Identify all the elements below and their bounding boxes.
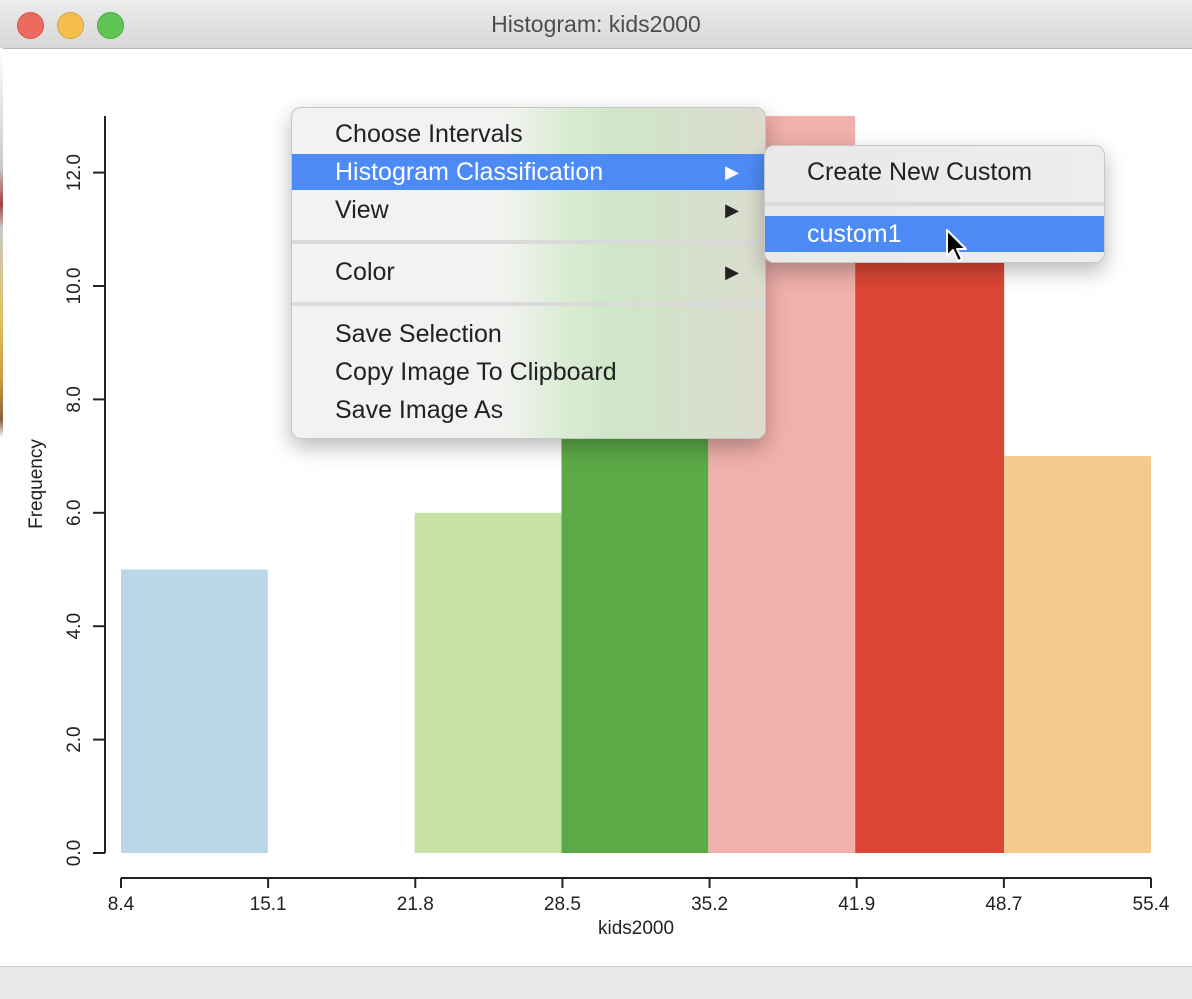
histogram-bar[interactable] — [121, 569, 268, 854]
menu-item-save-image-as[interactable]: Save Image As — [335, 396, 504, 424]
x-tick-label: 41.9 — [838, 894, 875, 915]
y-tick-label: 4.0 — [64, 613, 85, 639]
window-title: Histogram: kids2000 — [491, 11, 701, 37]
histogram-bar[interactable] — [1004, 456, 1151, 853]
x-tick-label: 21.8 — [397, 894, 434, 915]
y-tick-label: 6.0 — [64, 500, 85, 526]
x-tick-label: 35.2 — [691, 894, 728, 915]
menu-separator — [292, 240, 765, 244]
histogram-bar[interactable] — [414, 512, 562, 853]
y-tick-label: 0.0 — [64, 840, 85, 866]
title-bar: Histogram: kids2000 — [0, 0, 1192, 49]
menu-item-histogram-classification[interactable]: Histogram Classification ▶ — [292, 154, 765, 190]
background-window-edge — [0, 48, 3, 648]
y-axis-title: Frequency — [26, 439, 47, 529]
menu-item-view[interactable]: View ▶ — [292, 192, 765, 228]
maximize-window-button[interactable] — [97, 12, 124, 39]
submenu-item-custom1[interactable]: custom1 — [765, 216, 1104, 252]
x-tick-label: 15.1 — [250, 894, 287, 915]
submenu-arrow-icon: ▶ — [725, 162, 739, 182]
menu-item-choose-intervals[interactable]: Choose Intervals — [335, 120, 523, 148]
close-window-button[interactable] — [17, 12, 44, 39]
x-tick-label: 55.4 — [1133, 894, 1170, 915]
histogram-classification-submenu: Create New Custom custom1 — [764, 145, 1105, 263]
menu-item-save-selection[interactable]: Save Selection — [335, 320, 502, 348]
x-tick-label: 48.7 — [985, 894, 1022, 915]
minimize-window-button[interactable] — [57, 12, 84, 39]
x-axis-title: kids2000 — [598, 918, 674, 939]
context-menu: Choose Intervals Histogram Classificatio… — [291, 107, 766, 439]
submenu-arrow-icon: ▶ — [725, 200, 739, 220]
menu-separator — [292, 302, 765, 306]
y-tick-label: 10.0 — [64, 268, 85, 305]
menu-item-color[interactable]: Color ▶ — [292, 254, 765, 290]
histogram-bar[interactable] — [561, 399, 709, 853]
submenu-arrow-icon: ▶ — [725, 262, 739, 282]
submenu-separator — [765, 202, 1104, 206]
x-tick-label: 28.5 — [544, 894, 581, 915]
menu-item-copy-image-to-clipboard[interactable]: Copy Image To Clipboard — [335, 358, 617, 386]
status-bar — [0, 966, 1192, 999]
histogram-bar[interactable] — [855, 229, 1005, 854]
x-tick-label: 8.4 — [108, 894, 135, 915]
y-tick-label: 12.0 — [64, 154, 85, 191]
mouse-pointer-icon — [946, 229, 967, 262]
y-tick-label: 2.0 — [64, 726, 85, 752]
y-tick-label: 8.0 — [64, 386, 85, 412]
submenu-item-create-new-custom[interactable]: Create New Custom — [807, 158, 1033, 186]
